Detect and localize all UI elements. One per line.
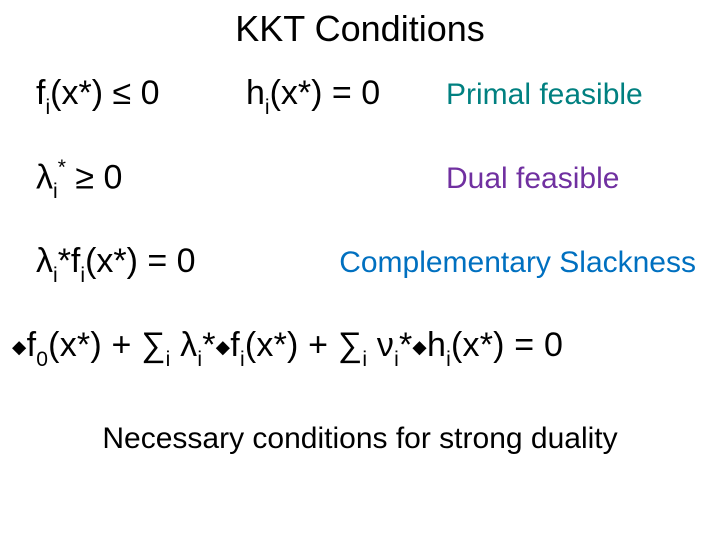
sub-i: i [53,264,58,287]
nabla-icon: ◆ [412,336,427,357]
sub-i: i [45,96,50,119]
s6: i [362,348,367,371]
body-f: (x*) ≤ 0 [50,74,159,112]
label-primal-feasible: Primal feasible [446,78,702,112]
mid-starf: *f [58,242,81,280]
expr-lambda-nonneg: λi* ≥ 0 [36,158,446,202]
body-lambda: ≥ 0 [66,158,122,196]
s3: i [197,348,202,371]
nabla-icon: ◆ [216,336,231,357]
t5: f [230,326,240,364]
footer-note: Necessary conditions for strong duality [0,422,720,456]
s5: i [240,348,245,371]
sub-i2: i [80,264,85,287]
sym-h: h [246,74,265,112]
nabla-icon: ◆ [12,336,27,357]
s7: i [394,348,399,371]
row-dual: λi* ≥ 0 Dual feasible [0,158,720,202]
sup-star: * [58,156,66,179]
t10: (x*) = 0 [451,326,563,364]
label-dual-feasible: Dual feasible [446,162,702,196]
expr-h-eq: hi(x*) = 0 [246,74,446,118]
t1: f [27,326,37,364]
s1: 0 [36,348,48,371]
s2: i [166,348,171,371]
sym-lambda: λ [36,158,53,196]
row-compslack: λi*fi(x*) = 0 Complementary Slackness [0,242,720,286]
t3: λ [171,326,198,364]
expr-f-ineq: fi(x*) ≤ 0 [36,74,246,118]
sym-lambda: λ [36,242,53,280]
sub-i: i [265,96,270,119]
t4: * [202,326,215,364]
label-complementary-slackness: Complementary Slackness [301,246,702,280]
slide-title: KKT Conditions [0,0,720,74]
s9: i [446,348,451,371]
body-h: (x*) = 0 [270,74,381,112]
t8: * [399,326,412,364]
expr-stationarity: ◆f0(x*) + ∑i λi*◆fi(x*) + ∑i νi*◆hi(x*) … [0,326,720,370]
t7: ν [367,326,394,364]
expr-compslack: λi*fi(x*) = 0 [36,242,301,286]
sub-i: i [53,180,58,203]
t6: (x*) + ∑ [245,326,362,364]
t2: (x*) + ∑ [48,326,165,364]
t9: h [427,326,446,364]
body-cs: (x*) = 0 [85,242,196,280]
row-primal: fi(x*) ≤ 0 hi(x*) = 0 Primal feasible [0,74,720,118]
